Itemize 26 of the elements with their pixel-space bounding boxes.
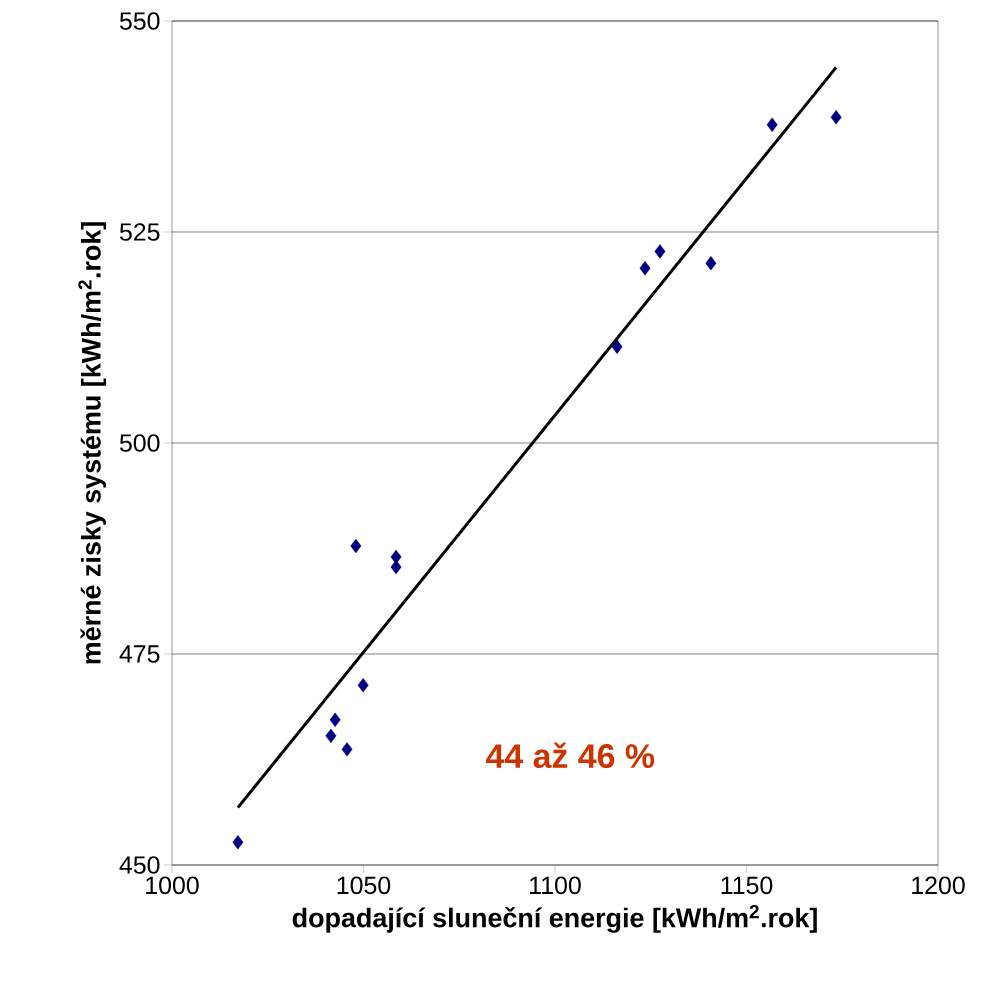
point: [611, 339, 623, 354]
y-tick-label: 500: [119, 434, 160, 452]
point: [232, 835, 244, 850]
x-tick-label: 1100: [530, 876, 581, 895]
point: [654, 244, 666, 259]
point: [341, 742, 353, 757]
point: [705, 256, 717, 271]
x-tick-label: 1050: [337, 876, 391, 895]
y-axis-title: měrné zisky systému [kWh/m$^{2}$.rok]: [78, 222, 107, 664]
annotation: 44 až 46 %: [486, 742, 655, 769]
y-tick-label: 525: [119, 223, 160, 241]
point: [390, 559, 402, 575]
point: [766, 117, 778, 132]
point: [830, 110, 842, 125]
point: [639, 261, 651, 276]
point: [325, 728, 337, 744]
x-axis-title: dopadající sluneční energie [kWh/m$^{2}$.rok]: [292, 905, 817, 933]
y-tick-label: 550: [119, 12, 160, 30]
y-tick-label: 475: [119, 645, 160, 663]
point: [357, 678, 369, 693]
x-tick-label: 1200: [912, 876, 965, 895]
point: [329, 712, 341, 727]
point: [350, 538, 362, 554]
y-tick-label: 450: [119, 856, 160, 874]
x-tick-label: 1150: [721, 876, 773, 895]
x-tick-label: 1000: [146, 876, 199, 895]
